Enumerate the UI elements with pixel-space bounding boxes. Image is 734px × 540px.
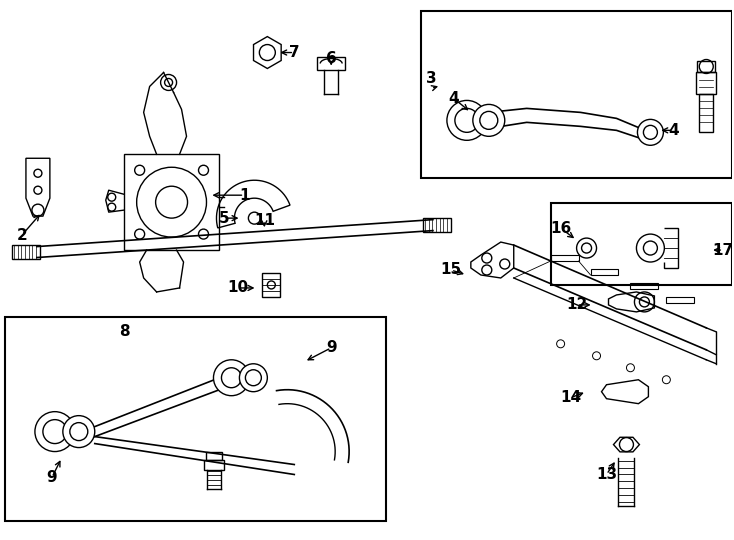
Text: 13: 13 (596, 467, 617, 482)
Circle shape (447, 100, 487, 140)
Text: 6: 6 (326, 51, 337, 66)
Bar (550, 203, 733, 285)
Text: 7: 7 (289, 45, 299, 60)
Bar (12, 245, 40, 259)
Circle shape (637, 119, 664, 145)
Text: 1: 1 (239, 188, 250, 202)
Bar (124, 154, 219, 250)
Text: 5: 5 (219, 211, 230, 226)
Circle shape (35, 411, 75, 451)
Text: 4: 4 (448, 91, 459, 106)
Bar (697, 60, 715, 72)
Bar (421, 11, 733, 178)
Text: 14: 14 (560, 390, 581, 405)
Bar (206, 451, 222, 460)
Bar (697, 72, 716, 94)
Bar (423, 218, 451, 232)
Text: 17: 17 (713, 242, 734, 258)
Bar (317, 57, 345, 71)
Text: 15: 15 (440, 262, 462, 278)
Bar (700, 94, 713, 132)
Bar (666, 297, 694, 303)
Bar (262, 273, 280, 297)
Bar (550, 255, 578, 261)
Text: 4: 4 (668, 123, 679, 138)
Text: 9: 9 (326, 340, 336, 355)
Circle shape (473, 104, 505, 136)
Text: 8: 8 (120, 325, 130, 339)
Bar (205, 460, 225, 469)
Text: 9: 9 (46, 470, 57, 485)
Circle shape (239, 364, 267, 392)
Bar (631, 283, 658, 289)
Bar (591, 269, 619, 275)
Text: 11: 11 (254, 213, 275, 228)
Text: 16: 16 (550, 221, 571, 235)
Text: 2: 2 (17, 227, 27, 242)
Text: 12: 12 (566, 298, 587, 313)
Circle shape (63, 416, 95, 448)
Bar (5, 317, 386, 522)
Circle shape (214, 360, 250, 396)
Text: 3: 3 (426, 71, 436, 86)
Text: 10: 10 (227, 280, 248, 295)
